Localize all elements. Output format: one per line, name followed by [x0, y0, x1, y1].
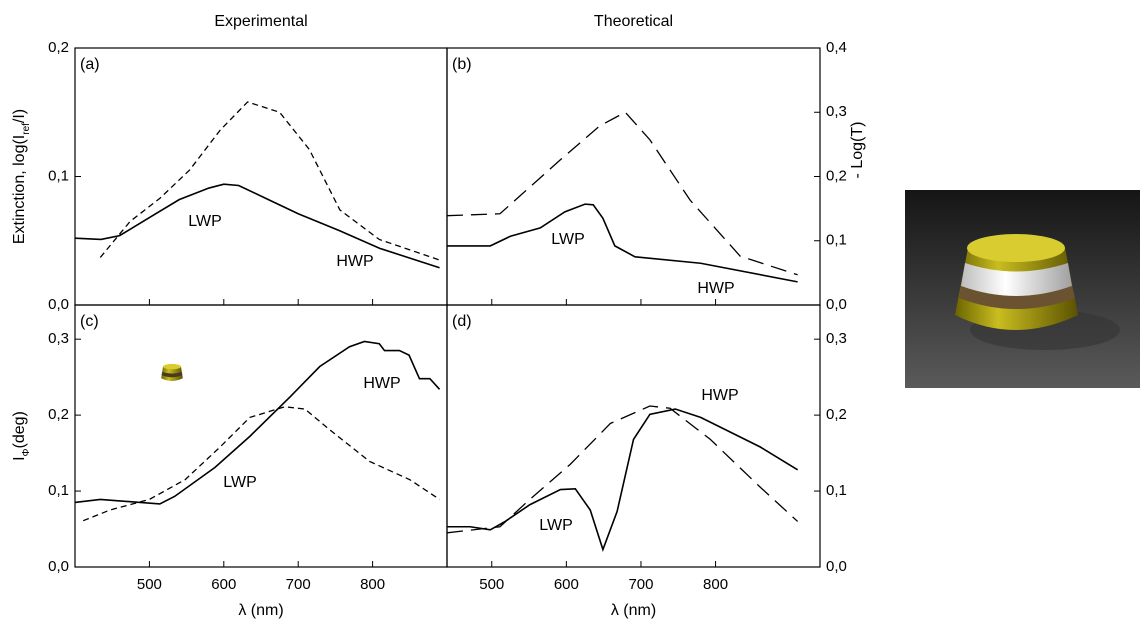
x-tick-label: 700 — [628, 576, 653, 593]
column-title: Experimental — [214, 13, 307, 30]
y-axis-label: IΦ(deg) — [11, 411, 32, 461]
x-tick-label: 800 — [360, 576, 385, 593]
annotation: HWP — [697, 280, 734, 297]
annotation: HWP — [701, 387, 738, 404]
plot-frame — [74, 304, 448, 568]
render-image — [905, 190, 1140, 388]
y-tick-label: 0,2 — [826, 406, 847, 423]
plot-frame — [446, 47, 821, 306]
annotation: HWP — [336, 253, 373, 270]
panel-label: (d) — [452, 313, 472, 330]
y-tick-label: 0,1 — [48, 482, 69, 499]
y-label-sub: Φ — [21, 448, 32, 456]
y-tick-label: 0,0 — [48, 296, 69, 313]
y-tick-label: 0,0 — [826, 558, 847, 575]
plot-frame — [74, 47, 448, 306]
plot-frame — [446, 304, 821, 568]
y-tick-label: 0,0 — [48, 558, 69, 575]
y-label-text: I — [11, 456, 28, 460]
annotation: LWP — [551, 231, 584, 248]
y-tick-label: 0,3 — [48, 330, 69, 347]
annotation: LWP — [188, 213, 221, 230]
y-label-sub: ref — [21, 123, 32, 135]
y-tick-label: 0,2 — [48, 39, 69, 56]
y-label-text: Extinction, log(I — [11, 135, 28, 244]
y-tick-label: 0,2 — [826, 167, 847, 184]
y-tick-label: 0,1 — [826, 482, 847, 499]
x-tick-label: 600 — [554, 576, 579, 593]
y-label-tail: (deg) — [11, 411, 28, 448]
data-line — [74, 340, 441, 505]
data-line — [82, 406, 440, 522]
y-axis-label: - Log(T) — [849, 122, 866, 179]
y-label-tail: /I) — [11, 109, 28, 123]
annotation: LWP — [223, 474, 256, 491]
y-tick-label: 0,1 — [48, 167, 69, 184]
y-tick-label: 0,0 — [826, 296, 847, 313]
data-line — [447, 203, 798, 283]
y-tick-label: 0,4 — [826, 39, 847, 56]
data-line — [99, 101, 440, 261]
data-line — [446, 111, 798, 276]
annotation: HWP — [363, 375, 400, 392]
panel-label: (c) — [80, 313, 99, 330]
annotation: LWP — [539, 517, 572, 534]
x-tick-label: 600 — [211, 576, 236, 593]
y-tick-label: 0,1 — [826, 232, 847, 249]
y-axis-label: Extinction, log(Iref/I) — [11, 109, 32, 244]
data-line — [446, 405, 799, 534]
icon — [161, 363, 183, 381]
x-tick-label: 700 — [286, 576, 311, 593]
x-tick-label: 500 — [137, 576, 162, 593]
panel-label: (b) — [452, 56, 472, 73]
x-tick-label: 800 — [703, 576, 728, 593]
x-axis-label: λ (nm) — [238, 602, 283, 619]
x-axis-label: λ (nm) — [611, 602, 656, 619]
y-label-text: - Log(T) — [849, 122, 866, 179]
column-title: Theoretical — [594, 13, 673, 30]
y-tick-label: 0,3 — [826, 330, 847, 347]
y-tick-label: 0,2 — [48, 406, 69, 423]
data-line — [447, 408, 799, 552]
data-line — [74, 183, 440, 269]
y-tick-label: 0,3 — [826, 103, 847, 120]
x-tick-label: 500 — [479, 576, 504, 593]
panel-label: (a) — [80, 56, 100, 73]
